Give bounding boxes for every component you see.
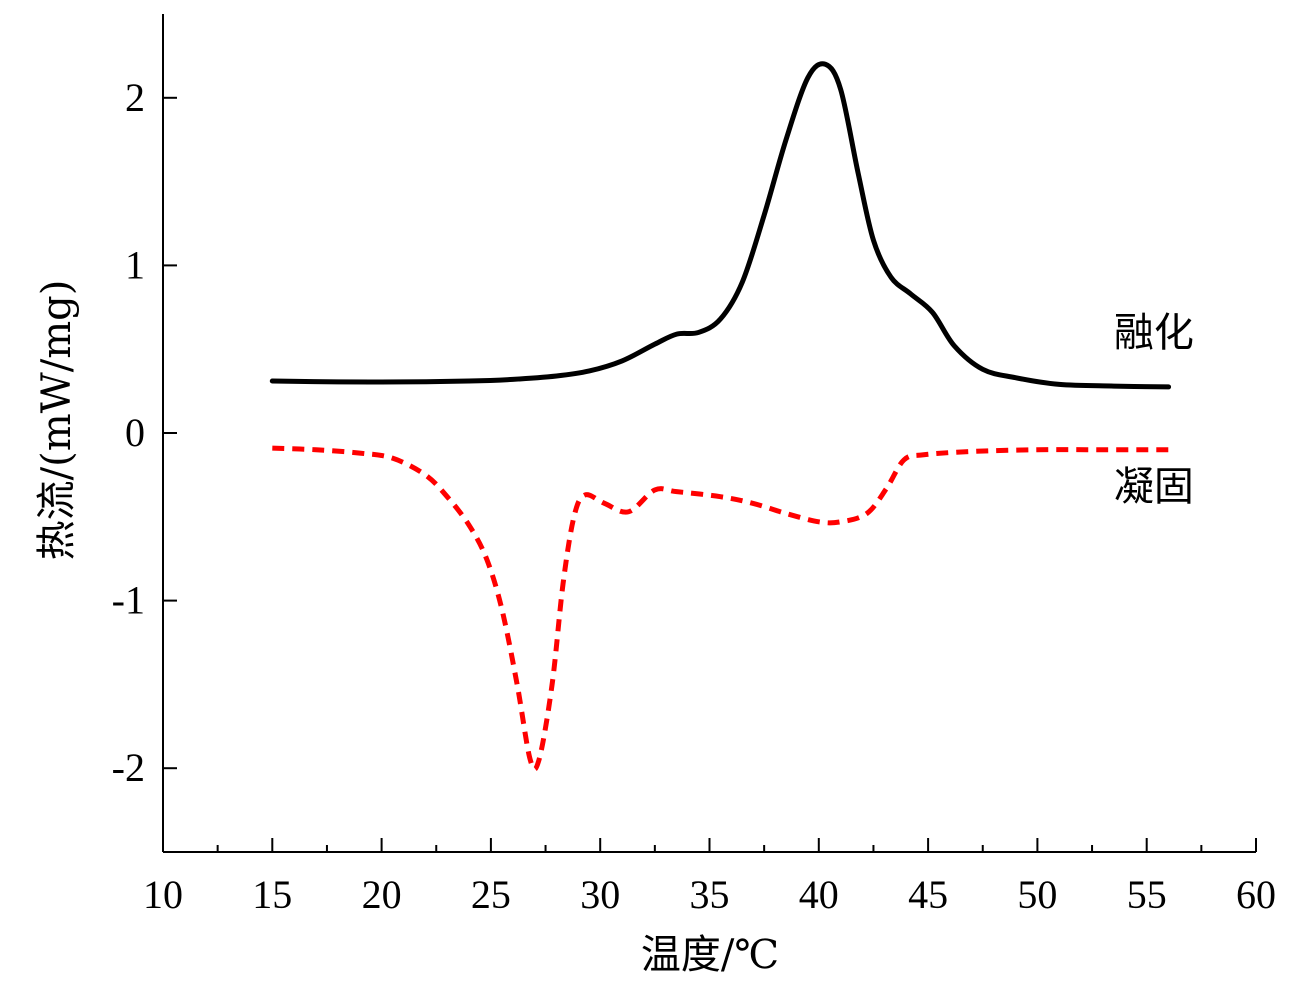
axes [162,14,1256,853]
series-layer [269,61,1172,772]
x-tick-label: 30 [580,872,620,917]
x-ticks: 10 15 20 25 30 35 40 45 50 55 60 [143,838,1276,917]
series-annotation: 凝固 [1114,464,1194,510]
x-axis-title: 温度/℃ [641,932,779,978]
x-tick-label: 15 [252,872,292,917]
y-tick-label: -2 [112,745,145,790]
x-tick-label: 20 [362,872,402,917]
x-tick-label: 50 [1017,872,1057,917]
x-tick-label: 10 [143,872,183,917]
series-line-2 [272,445,1169,772]
series-annotation: 融化 [1114,310,1194,356]
series-line-1 [269,61,1172,390]
x-tick-label: 25 [471,872,511,917]
x-tick-label: 35 [690,872,730,917]
y-tick-label: 0 [125,410,145,455]
x-tick-label: 40 [799,872,839,917]
y-tick-label: -1 [112,578,145,623]
y-tick-label: 2 [125,75,145,120]
y-ticks: -2 -1 0 1 2 [112,75,177,790]
x-tick-label: 60 [1236,872,1276,917]
x-tick-label: 45 [908,872,948,917]
x-tick-label: 55 [1127,872,1167,917]
y-axis-title: 热流/(mW/mg) [34,280,80,561]
y-tick-label: 1 [125,242,145,287]
